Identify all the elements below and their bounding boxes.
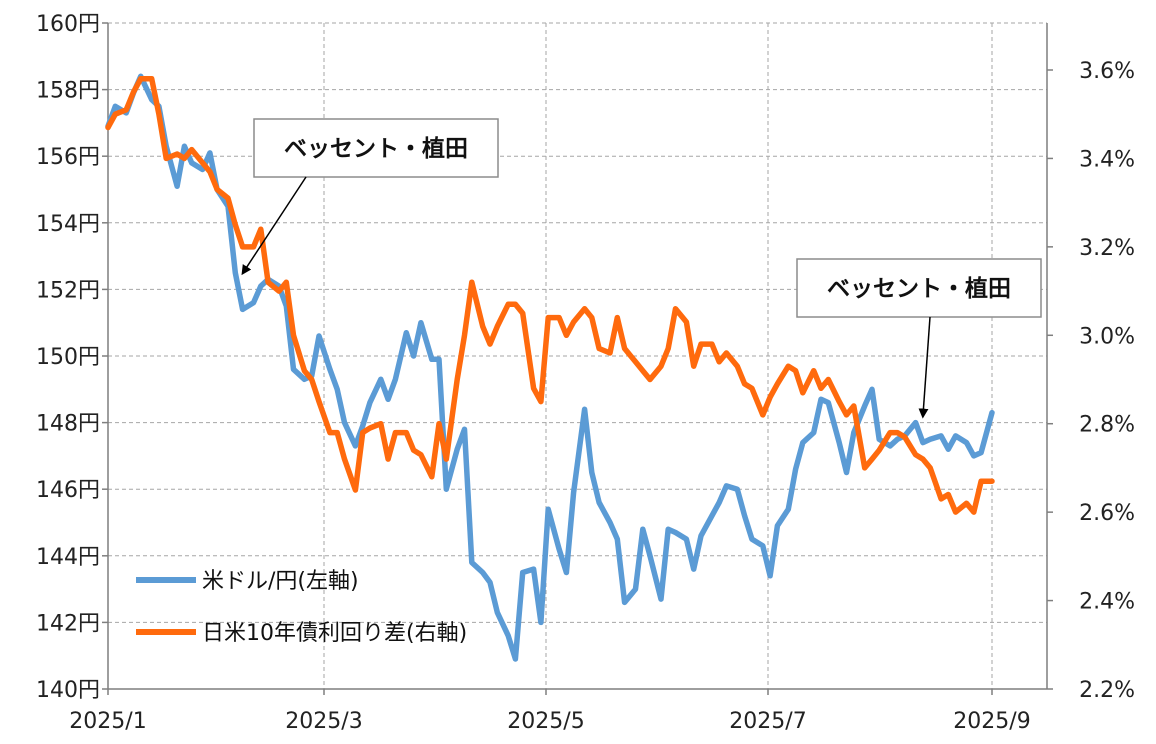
annotation-arrow xyxy=(241,176,307,276)
right-axis-ticks: 2.2% 2.4% 2.6% 2.8% 3.0% 3.2% 3.4% 3.6% xyxy=(1047,59,1135,703)
right-tick-label: 3.4% xyxy=(1079,147,1135,172)
legend-label: 米ドル/円(左軸) xyxy=(202,569,359,594)
legend-label: 日米10年債利回り差(右軸) xyxy=(202,621,467,646)
left-tick-label: 142円 xyxy=(36,611,100,636)
x-axis-ticks: 2025/1 2025/3 2025/5 2025/7 2025/9 xyxy=(69,689,1031,734)
left-tick-label: 152円 xyxy=(36,278,100,303)
x-tick-label: 2025/7 xyxy=(729,709,806,734)
right-tick-label: 2.4% xyxy=(1079,590,1135,615)
gridlines xyxy=(108,22,1047,689)
right-tick-label: 3.2% xyxy=(1079,236,1135,261)
annotation-label: ベッセント・植田 xyxy=(827,275,1011,302)
right-tick-label: 3.6% xyxy=(1079,59,1135,84)
left-tick-label: 148円 xyxy=(36,412,100,437)
right-tick-label: 2.2% xyxy=(1079,678,1135,703)
right-tick-label: 3.0% xyxy=(1079,324,1135,349)
annotation-box xyxy=(796,258,1042,318)
left-axis-ticks: 140円 142円 144円 146円 148円 150円 152円 154円 156円 158円… xyxy=(36,12,108,703)
right-tick-label: 2.8% xyxy=(1079,413,1135,438)
left-tick-label: 144円 xyxy=(36,545,100,570)
left-tick-label: 140円 xyxy=(36,678,100,703)
left-tick-label: 158円 xyxy=(36,79,100,104)
left-tick-label: 160円 xyxy=(36,12,100,37)
legend: 米ドル/円(左軸) 日米10年債利回り差(右軸) xyxy=(136,569,467,646)
left-tick-label: 146円 xyxy=(36,478,100,503)
right-tick-label: 2.6% xyxy=(1079,501,1135,526)
usdjpy-line xyxy=(105,73,995,662)
annotation-box xyxy=(253,118,499,178)
x-tick-label: 2025/9 xyxy=(953,709,1030,734)
annotation-label: ベッセント・植田 xyxy=(284,135,468,162)
x-tick-label: 2025/3 xyxy=(285,709,362,734)
yield-spread-line xyxy=(105,76,995,515)
annotation-arrow xyxy=(918,316,931,419)
left-tick-label: 156円 xyxy=(36,145,100,170)
x-tick-label: 2025/5 xyxy=(507,709,584,734)
left-tick-label: 154円 xyxy=(36,212,100,237)
series-lines xyxy=(105,73,995,662)
x-tick-label: 2025/1 xyxy=(69,709,146,734)
left-tick-label: 150円 xyxy=(36,345,100,370)
